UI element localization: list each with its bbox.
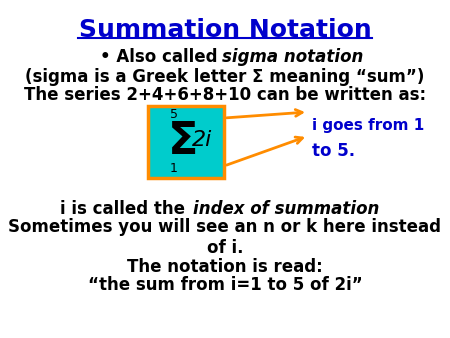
Text: sigma notation: sigma notation (222, 48, 364, 66)
Text: (sigma is a Greek letter Σ meaning “sum”): (sigma is a Greek letter Σ meaning “sum”… (25, 68, 425, 86)
Text: i is called the: i is called the (60, 200, 191, 218)
Text: 5: 5 (170, 108, 178, 121)
Text: to 5.: to 5. (312, 142, 355, 160)
Text: Summation Notation: Summation Notation (79, 18, 371, 42)
Text: Sometimes you will see an n or k here instead
of i.: Sometimes you will see an n or k here in… (9, 218, 441, 257)
Text: “the sum from i=1 to 5 of 2i”: “the sum from i=1 to 5 of 2i” (88, 276, 362, 294)
Text: 1: 1 (170, 163, 178, 175)
Text: The series 2+4+6+8+10 can be written as:: The series 2+4+6+8+10 can be written as: (24, 86, 426, 104)
Text: The notation is read:: The notation is read: (127, 258, 323, 276)
Text: i goes from 1: i goes from 1 (312, 118, 424, 133)
Bar (148, 106, 224, 178)
Text: 2i: 2i (192, 130, 212, 150)
Text: • Also called: • Also called (100, 48, 223, 66)
Text: Σ: Σ (168, 121, 198, 164)
Text: index of summation: index of summation (193, 200, 379, 218)
